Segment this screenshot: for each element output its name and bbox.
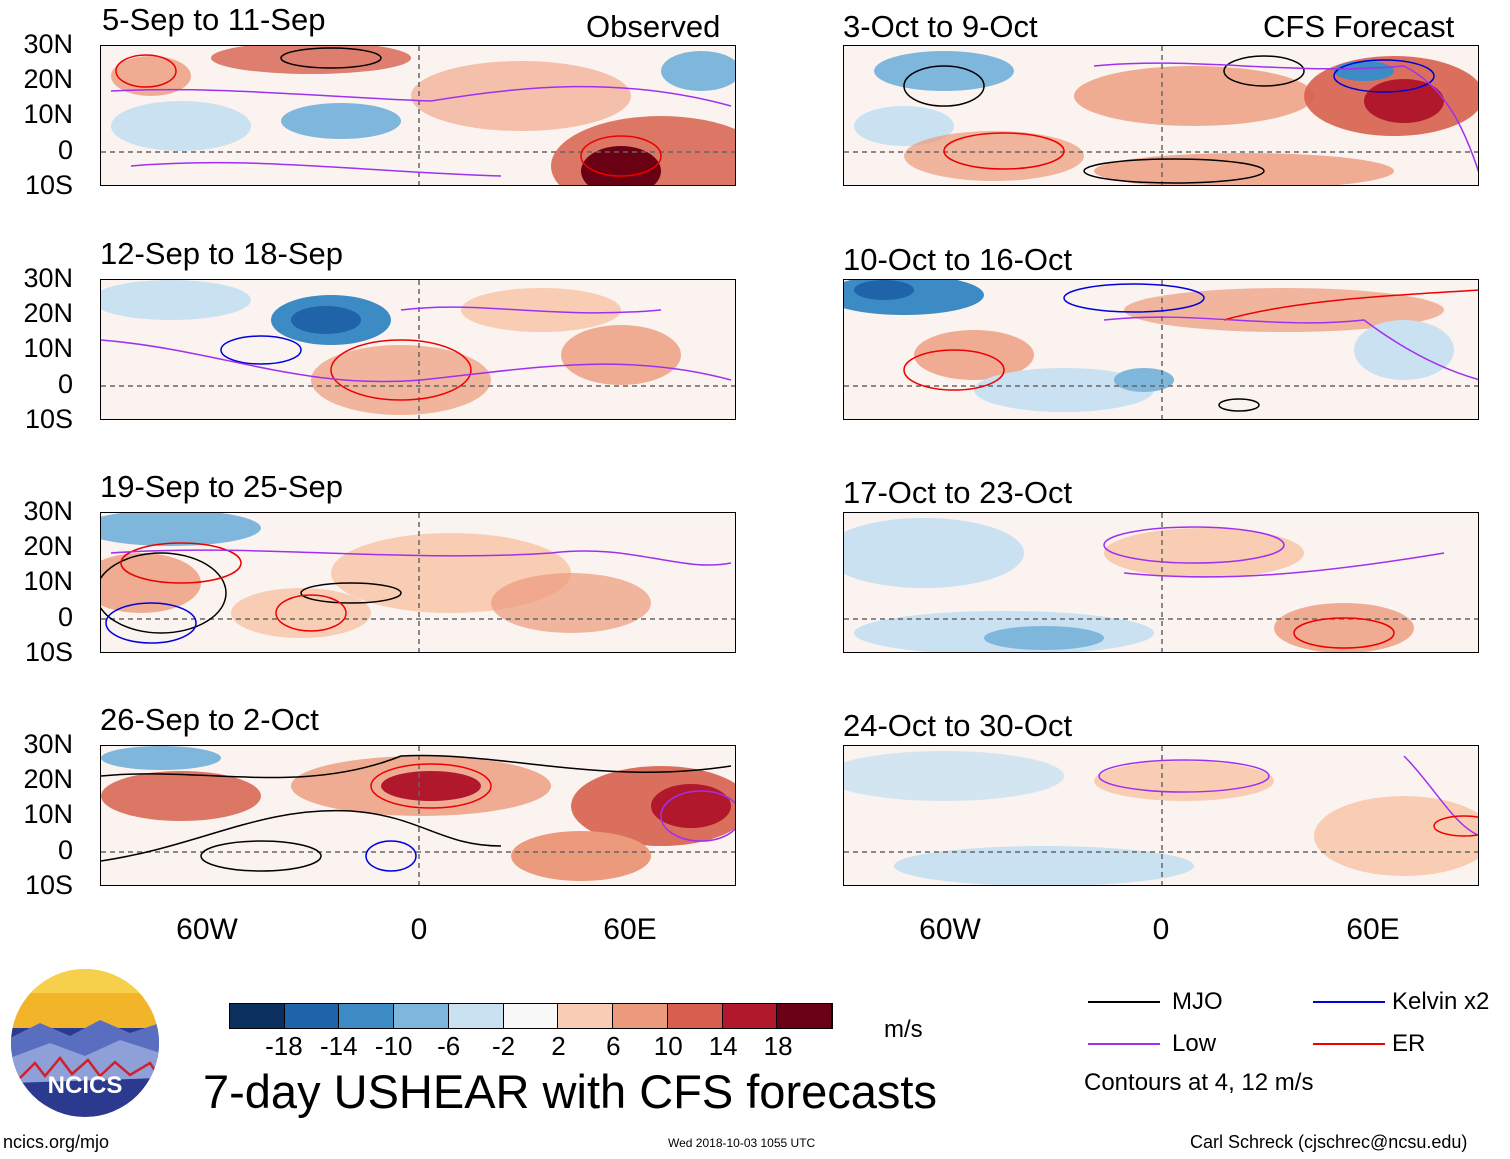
colorbar-swatch xyxy=(230,1004,285,1028)
map-panel-4 xyxy=(100,745,736,886)
colorbar-tick-label: 18 xyxy=(763,1031,793,1061)
colorbar-tick-label: 10 xyxy=(653,1031,683,1061)
colorbar-swatch xyxy=(558,1004,614,1028)
map-panel-5 xyxy=(843,45,1479,186)
cfs-forecast-label: CFS Forecast xyxy=(1263,9,1455,44)
colorbar-swatch xyxy=(667,1004,723,1028)
map-panel-2 xyxy=(100,279,736,420)
colorbar-tick-label: -14 xyxy=(320,1031,358,1061)
lon-tick-60e-left: 60E xyxy=(603,913,657,946)
panel-5-title: 3-Oct to 9-Oct xyxy=(843,9,1038,44)
footer-url[interactable]: ncics.org/mjo xyxy=(3,1132,110,1152)
map-panel-3 xyxy=(100,512,736,653)
colorbar-tick-label: -6 xyxy=(437,1031,461,1061)
lat-tick-label: 0 xyxy=(57,135,73,165)
lon-tick-60e-right: 60E xyxy=(1346,913,1400,946)
panel-2-title: 12-Sep to 18-Sep xyxy=(100,236,344,271)
colorbar-tick-label: -2 xyxy=(491,1031,516,1061)
legend-low-label: Low xyxy=(1172,1030,1217,1057)
lat-tick-label: 30N xyxy=(23,496,73,526)
lat-tick-label: 30N xyxy=(23,263,73,293)
lat-tick-label: 10S xyxy=(24,870,73,900)
legend-er-line xyxy=(1313,1043,1385,1045)
colorbar-tick-label: -18 xyxy=(265,1031,303,1061)
lat-tick-label: 10S xyxy=(24,404,73,434)
lat-tick-label: 10N xyxy=(23,99,73,129)
map-panel-7 xyxy=(843,512,1479,653)
legend-kelvin-line xyxy=(1313,1001,1385,1003)
colorbar-swatch xyxy=(394,1004,449,1028)
colorbar-swatch xyxy=(448,1004,504,1028)
colorbar-swatch xyxy=(613,1004,668,1028)
figure-title: 7-day USHEAR with CFS forecasts xyxy=(203,1065,937,1118)
lat-tick-label: 0 xyxy=(57,369,73,399)
lat-tick-label: 20N xyxy=(23,531,73,561)
legend-mjo-label: MJO xyxy=(1172,988,1223,1015)
logo-text: NCICS xyxy=(48,1072,123,1099)
lat-tick-label: 0 xyxy=(57,602,73,632)
unit-label: m/s xyxy=(884,1016,923,1043)
colorbar-swatch xyxy=(284,1004,340,1028)
lat-tick-label: 20N xyxy=(23,298,73,328)
panel-3-title: 19-Sep to 25-Sep xyxy=(100,469,344,504)
colorbar-tick-label: 6 xyxy=(606,1031,621,1061)
lat-tick-label: 30N xyxy=(23,729,73,759)
colorbar-tick-label: 2 xyxy=(551,1031,566,1061)
panel-4-title: 26-Sep to 2-Oct xyxy=(100,702,319,737)
legend-er-label: ER xyxy=(1392,1030,1426,1057)
panel-1-title: 5-Sep to 11-Sep xyxy=(102,2,326,37)
map-panel-8 xyxy=(843,745,1479,886)
map-panel-1 xyxy=(100,45,736,186)
colorbar-swatch xyxy=(339,1004,395,1028)
lat-tick-label: 30N xyxy=(23,29,73,59)
panel-8-title: 24-Oct to 30-Oct xyxy=(843,708,1073,743)
legend-kelvin-label: Kelvin x2 xyxy=(1392,988,1490,1015)
lat-tick-label: 10N xyxy=(23,566,73,596)
footer-timestamp: Wed 2018-10-03 1055 UTC xyxy=(668,1136,816,1150)
panel-7-title: 17-Oct to 23-Oct xyxy=(843,475,1073,510)
legend-mjo-line xyxy=(1088,1001,1160,1003)
colorbar-tick-label: -10 xyxy=(374,1031,413,1061)
map-panel-6 xyxy=(843,279,1479,420)
lat-tick-label: 10N xyxy=(23,799,73,829)
colorbar-swatch xyxy=(722,1004,778,1028)
lon-tick-60w-right: 60W xyxy=(919,913,981,946)
contour-note: Contours at 4, 12 m/s xyxy=(1084,1069,1314,1096)
panel-6-title: 10-Oct to 16-Oct xyxy=(843,242,1073,277)
colorbar xyxy=(229,1003,833,1029)
lon-tick-60w-left: 60W xyxy=(176,913,238,946)
lat-tick-label: 10N xyxy=(23,333,73,363)
observed-label: Observed xyxy=(586,9,721,44)
legend-low-line xyxy=(1088,1043,1160,1045)
colorbar-swatch xyxy=(503,1004,559,1028)
lat-tick-label: 20N xyxy=(23,764,73,794)
footer-credit: Carl Schreck (cjschrec@ncsu.edu) xyxy=(1190,1132,1468,1152)
colorbar-tick-label: 14 xyxy=(708,1031,738,1061)
lat-tick-label: 20N xyxy=(23,64,73,94)
lat-tick-label: 10S xyxy=(24,170,73,200)
lon-tick-0-left: 0 xyxy=(410,913,428,946)
lon-tick-0-right: 0 xyxy=(1152,913,1170,946)
lat-tick-label: 0 xyxy=(57,835,73,865)
ncics-logo: NCICS xyxy=(10,968,160,1118)
colorbar-swatch xyxy=(777,1004,833,1028)
lat-tick-label: 10S xyxy=(24,637,73,667)
